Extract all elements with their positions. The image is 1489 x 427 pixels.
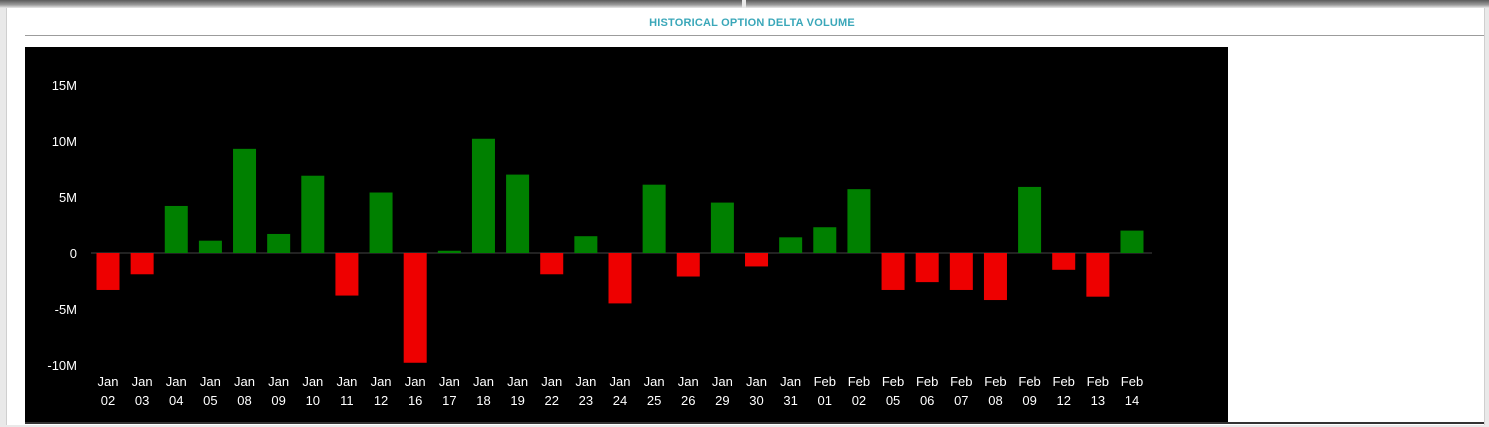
panel-title: HISTORICAL OPTION DELTA VOLUME <box>649 17 855 29</box>
bar <box>915 253 939 283</box>
title-divider <box>25 35 1484 36</box>
x-tick-label: Jan 09 <box>268 374 289 408</box>
x-tick-label: Jan 03 <box>132 374 153 408</box>
x-tick-label: Feb 09 <box>1018 374 1040 408</box>
bar <box>574 236 598 253</box>
bar <box>949 253 973 290</box>
x-tick-label: Jan 29 <box>712 374 733 408</box>
x-tick-label: Jan 16 <box>405 374 426 408</box>
x-tick-label: Jan 22 <box>541 374 562 408</box>
bar <box>335 253 359 296</box>
x-tick-label: Jan 19 <box>507 374 528 408</box>
x-tick-label: Jan 24 <box>610 374 631 408</box>
bottom-divider <box>25 422 1484 424</box>
x-tick-label: Jan 04 <box>166 374 187 408</box>
bar <box>608 253 632 304</box>
bar <box>745 253 769 267</box>
bar <box>164 205 188 253</box>
window-top-strip-gap <box>742 0 746 8</box>
chart-area: 15M 10M 5M 0 -5M -10M Jan 02 Jan 03 Jan 04 Jan 05 Jan 0… <box>25 47 1228 422</box>
bar <box>198 240 222 253</box>
y-tick-label: 0 <box>70 246 77 261</box>
x-tick-label: Jan 17 <box>439 374 460 408</box>
x-tick-label: Jan 10 <box>302 374 323 408</box>
x-tick-label: Jan 02 <box>98 374 119 408</box>
bar <box>710 202 734 253</box>
x-tick-label: Feb 06 <box>916 374 938 408</box>
bar <box>233 148 257 253</box>
bar <box>676 253 700 277</box>
x-tick-label: Jan 30 <box>746 374 767 408</box>
bar <box>1120 230 1144 253</box>
bar <box>1018 186 1042 253</box>
y-tick-label: 15M <box>52 78 77 93</box>
bar <box>881 253 905 290</box>
x-tick-label: Jan 23 <box>575 374 596 408</box>
chart-panel: HISTORICAL OPTION DELTA VOLUME 15M 10M 5M 0… <box>6 8 1485 425</box>
bar <box>267 233 291 253</box>
x-tick-label: Jan 05 <box>200 374 221 408</box>
x-tick-label: Jan 08 <box>234 374 255 408</box>
bar <box>130 253 154 275</box>
bar <box>506 174 530 253</box>
bar <box>301 175 325 253</box>
y-tick-label: -5M <box>55 302 77 317</box>
x-tick-label: Jan 18 <box>473 374 494 408</box>
bar <box>642 184 666 253</box>
y-tick-label: 10M <box>52 134 77 149</box>
x-tick-label: Jan 11 <box>336 374 357 408</box>
bar <box>1052 253 1076 270</box>
bar <box>1086 253 1110 297</box>
x-tick-label: Jan 25 <box>644 374 665 408</box>
x-tick-label: Feb 02 <box>848 374 870 408</box>
x-tick-label: Jan 12 <box>371 374 392 408</box>
x-tick-label: Feb 01 <box>814 374 836 408</box>
x-tick-label: Jan 31 <box>780 374 801 408</box>
x-tick-label: Feb 14 <box>1121 374 1143 408</box>
bar <box>437 250 461 253</box>
bar <box>813 227 837 253</box>
x-tick-label: Feb 05 <box>882 374 904 408</box>
bar <box>96 253 120 290</box>
y-tick-label: 5M <box>59 190 77 205</box>
bar <box>847 189 871 253</box>
x-tick-label: Jan 26 <box>678 374 699 408</box>
bar <box>779 237 803 253</box>
bar <box>540 253 564 275</box>
x-tick-label: Feb 07 <box>950 374 972 408</box>
y-tick-label: -10M <box>47 358 77 373</box>
bar <box>983 253 1007 301</box>
bar <box>369 192 393 253</box>
x-tick-label: Feb 12 <box>1053 374 1075 408</box>
bar <box>471 138 495 253</box>
x-tick-label: Feb 13 <box>1087 374 1109 408</box>
bar-chart: 15M 10M 5M 0 -5M -10M Jan 02 Jan 03 Jan 04 Jan 05 Jan 0… <box>47 78 1152 408</box>
x-tick-label: Feb 08 <box>984 374 1006 408</box>
bar <box>403 253 427 363</box>
